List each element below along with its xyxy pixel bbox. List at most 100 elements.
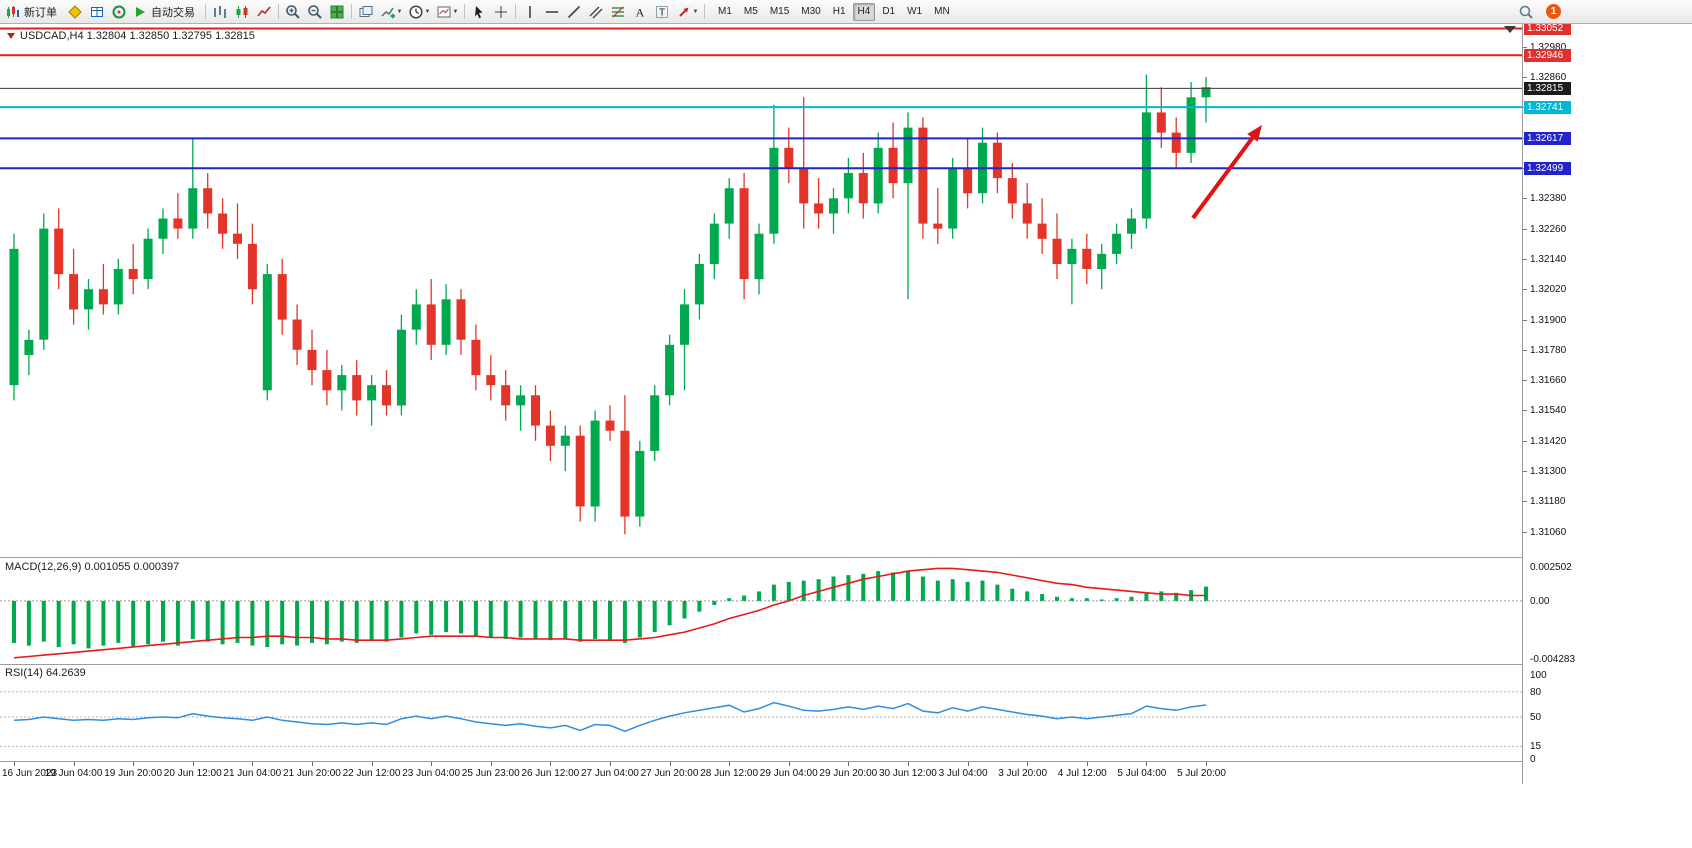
macd-histogram [12,571,1208,649]
indicators-button[interactable]: ▼ [377,2,405,22]
price-level-badge[interactable]: 1.32499 [1524,161,1571,175]
timeframe-button-d1[interactable]: D1 [882,6,896,17]
horizontal-line-icon [546,10,558,13]
price-axis-label: 1.31540 [1530,405,1567,417]
time-axis-label: 16 Jun 2023 [2,768,58,779]
price-level-badge[interactable]: 1.33052 [1524,22,1571,36]
line-chart-icon [257,5,271,16]
auto-trading-button[interactable]: 自动交易 [130,2,202,22]
zoom-out-icon [308,4,322,19]
time-axis-tick [312,762,313,766]
text-t-icon: T [656,5,668,18]
timeframe-button-h1[interactable]: H1 [832,6,846,17]
toolbar-separator [278,4,279,19]
candlestick-mode-button[interactable] [231,2,253,22]
price-axis-tick [1523,440,1527,442]
timeframe-button-mn[interactable]: MN [934,6,950,17]
macd-panel-canvas[interactable] [0,558,1522,664]
price-axis-tick [1523,319,1527,321]
chevron-down-icon: ▼ [424,8,431,15]
rsi-panel-canvas[interactable] [0,665,1522,761]
panel-divider[interactable] [0,761,1692,762]
auto-trading-label: 自动交易 [151,6,195,19]
cascade-windows-button[interactable] [355,2,377,22]
periods-button[interactable]: ▼ [405,2,433,22]
trendline-icon [567,5,581,18]
price-level-badge[interactable]: 1.32815 [1524,81,1571,95]
candlestick-chart-icon [236,5,248,18]
panel-divider[interactable] [0,557,1692,558]
tile-windows-button[interactable] [326,2,348,22]
navigator-button[interactable] [108,2,130,22]
horizontal-line-tool-button[interactable] [541,2,563,22]
data-window-icon [91,6,103,17]
time-axis-label: 23 Jun 04:00 [402,768,461,779]
crosshair-tool-button[interactable] [490,2,512,22]
bar-chart-mode-button[interactable] [209,2,231,22]
new-order-button[interactable]: 新订单 [3,2,64,22]
vertical-line-tool-button[interactable] [519,2,541,22]
timeframe-button-h4[interactable]: H4 [852,2,876,21]
zoom-in-button[interactable] [282,2,304,22]
main-toolbar: 新订单 自动交易 ▼ ▼ ▼ A T ▼ M1 M5 M15 M [0,0,1692,24]
price-level-badge[interactable]: 1.32617 [1524,131,1571,145]
rsi-axis-label: 80 [1530,686,1542,698]
time-axis-tick [133,762,135,766]
timeframe-button-m30[interactable]: M30 [801,6,821,17]
time-axis-tick [73,762,75,766]
price-axis-label: 1.32140 [1530,253,1567,265]
price-level-badge[interactable]: 1.32946 [1524,48,1571,62]
price-axis-label: 1.31300 [1530,466,1567,478]
chart-shift-marker[interactable] [1504,26,1516,33]
text-tool-button[interactable]: A [629,2,651,22]
templates-button[interactable]: ▼ [433,2,461,22]
price-axis-tick [1523,46,1527,48]
toolbar-separator [205,4,206,19]
zoom-out-button[interactable] [304,2,326,22]
price-axis-tick [1523,289,1527,291]
chart-symbol-header: USDCAD,H4 1.32804 1.32850 1.32795 1.3281… [6,30,255,42]
chart-wizard-button[interactable] [64,2,86,22]
price-axis-tick [1523,77,1527,79]
macd-header-text: MACD(12,26,9) 0.001055 0.000397 [5,561,180,573]
time-axis-label: 30 Jun 12:00 [879,768,937,779]
line-chart-mode-button[interactable] [253,2,275,22]
channel-tool-button[interactable] [585,2,607,22]
arrow-object-icon [678,7,689,17]
time-axis-label: 29 Jun 04:00 [759,768,818,779]
time-axis-label: 21 Jun 04:00 [223,768,282,779]
price-axis[interactable]: 1.329801.328601.327401.326201.325001.323… [1522,22,1692,784]
rsi-axis-label: 0 [1530,753,1536,765]
data-window-button[interactable] [86,2,108,22]
time-axis-label: 25 Jun 23:00 [461,768,520,779]
notification-badge[interactable]: 1 [1546,4,1561,19]
trend-arrow-annotation[interactable] [1191,125,1262,220]
price-level-badge[interactable]: 1.32741 [1524,100,1571,114]
time-axis-label: 29 Jun 20:00 [819,768,878,779]
search-button[interactable] [1515,2,1537,22]
fibonacci-tool-button[interactable] [607,2,629,22]
time-axis-tick [1206,762,1207,766]
trendline-tool-button[interactable] [563,2,585,22]
auto-trading-icon [136,6,145,17]
timeframe-button-m5[interactable]: M5 [743,6,758,17]
cursor-tool-button[interactable] [468,2,490,22]
timeframe-button-m15[interactable]: M15 [769,6,790,17]
price-axis-label: 1.32020 [1530,284,1567,296]
time-axis-tick [610,762,611,766]
price-axis-tick [1523,410,1527,412]
price-chart-canvas[interactable] [0,24,1522,557]
horizontal-level-lines[interactable] [0,27,1522,170]
label-tool-button[interactable]: T [651,2,673,22]
time-axis-label: 3 Jul 20:00 [998,768,1048,779]
timeframe-button-w1[interactable]: W1 [907,6,923,17]
time-axis-tick [550,762,552,766]
panel-divider[interactable] [0,664,1692,665]
time-axis[interactable]: 16 Jun 2023 19 Jun 04:00 19 Jun 20:00 20 Ju… [0,762,1522,784]
timeframe-button-m1[interactable]: M1 [718,6,732,17]
macd-axis-label: 0.00 [1530,595,1550,607]
time-axis-label: 4 Jul 12:00 [1057,768,1107,779]
arrows-tool-button[interactable]: ▼ [673,2,701,22]
templates-icon [437,6,451,17]
time-axis-tick [669,762,671,766]
